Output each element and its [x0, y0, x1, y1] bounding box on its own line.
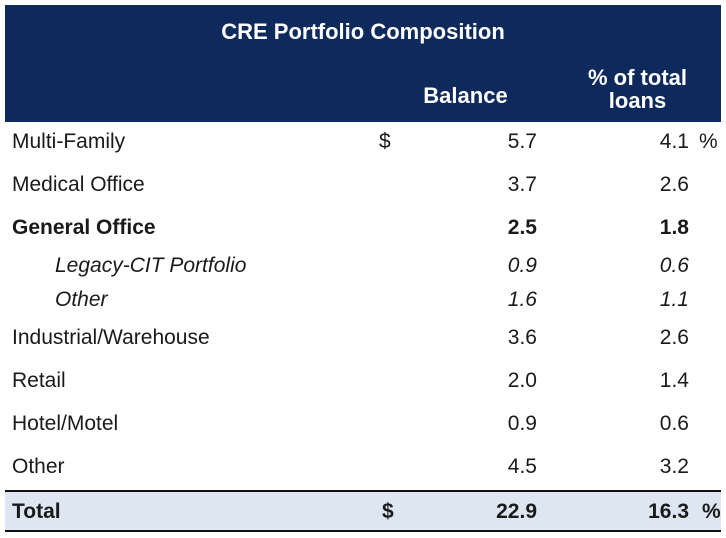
table-row-hotel-motel: Hotel/Motel 0.9 0.6 [5, 404, 721, 446]
total-label: Total [12, 500, 61, 523]
column-header-pct-of-total-loans: % of total loans [560, 66, 715, 112]
row-pct: 0.6 [659, 254, 689, 277]
row-label: Multi-Family [12, 130, 126, 153]
table-row-medical-office: Medical Office 3.7 2.6 [5, 165, 721, 207]
row-pct: 2.6 [659, 173, 689, 196]
total-pct: 16.3 [648, 500, 689, 523]
row-balance: 5.7 [507, 130, 537, 153]
row-balance: 0.9 [507, 412, 537, 435]
row-label: Hotel/Motel [12, 412, 119, 435]
row-balance: 0.9 [507, 254, 537, 277]
row-pct: 3.2 [659, 455, 689, 478]
row-pct: 1.4 [659, 369, 689, 392]
table-header: CRE Portfolio Composition Balance % of t… [5, 5, 721, 122]
column-header-balance: Balance [423, 83, 508, 108]
percent-sign: % [699, 130, 718, 153]
row-pct: 1.8 [659, 216, 689, 239]
table-row-other: Other 4.5 3.2 [5, 447, 721, 489]
row-pct: 2.6 [659, 326, 689, 349]
row-pct: 4.1 [659, 130, 689, 153]
row-pct: 1.1 [659, 288, 689, 311]
row-balance: 4.5 [507, 455, 537, 478]
column-header-pct-line2: loans [608, 88, 667, 113]
dollar-sign: $ [379, 130, 391, 153]
row-pct: 0.6 [659, 412, 689, 435]
row-label: Other [12, 455, 65, 478]
row-balance: 2.0 [507, 369, 537, 392]
row-balance: 1.6 [507, 288, 537, 311]
table-row-general-office: General Office 2.5 1.8 [5, 208, 721, 250]
row-label: Other [55, 288, 108, 311]
row-label: General Office [12, 216, 156, 239]
table-row-total: Total $ 22.9 16.3 % [5, 490, 721, 532]
row-label: Legacy-CIT Portfolio [55, 254, 247, 277]
dollar-sign: $ [382, 500, 394, 523]
table-row-multi-family: Multi-Family $ 5.7 4.1 % [5, 122, 721, 164]
percent-sign: % [702, 500, 721, 523]
column-header-pct-line1: % of total [588, 65, 687, 90]
table-row-retail: Retail 2.0 1.4 [5, 361, 721, 403]
row-label: Industrial/Warehouse [12, 326, 210, 349]
row-balance: 2.5 [507, 216, 537, 239]
table-title: CRE Portfolio Composition [221, 19, 505, 44]
row-label: Retail [12, 369, 66, 392]
row-label: Medical Office [12, 173, 145, 196]
table-row-legacy-cit-portfolio: Legacy-CIT Portfolio 0.9 0.6 [5, 250, 721, 286]
row-balance: 3.7 [507, 173, 537, 196]
table-row-industrial-warehouse: Industrial/Warehouse 3.6 2.6 [5, 318, 721, 360]
table-row-office-other: Other 1.6 1.1 [5, 284, 721, 320]
total-balance: 22.9 [496, 500, 537, 523]
row-balance: 3.6 [507, 326, 537, 349]
